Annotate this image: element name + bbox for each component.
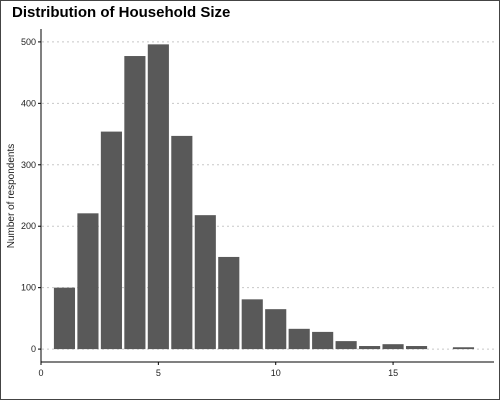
bar (218, 256, 240, 350)
chart-title: Distribution of Household Size (12, 4, 231, 21)
y-axis-title: Number of respondents (6, 144, 17, 249)
bar (452, 347, 475, 350)
bar (171, 135, 193, 350)
y-tick-label: 0 (31, 344, 36, 354)
y-tick-label: 100 (21, 283, 36, 293)
bar (265, 309, 287, 350)
bar (382, 344, 404, 350)
y-tick-label: 400 (21, 98, 36, 108)
bars (53, 44, 475, 350)
bar (77, 213, 99, 350)
x-tick-label: 0 (38, 368, 43, 378)
axes (40, 29, 494, 363)
bar (312, 331, 334, 350)
bar (405, 346, 428, 350)
y-tick-label: 500 (21, 37, 36, 47)
bar (359, 346, 381, 350)
bar (194, 215, 216, 350)
y-tick-label: 300 (21, 160, 36, 170)
ticks: 0 100 200 300 400 500 0 5 10 15 (21, 37, 398, 378)
bar (53, 287, 76, 350)
bar (100, 131, 122, 350)
bar (147, 44, 169, 350)
bar (335, 341, 357, 350)
x-tick-label: 15 (388, 368, 398, 378)
bar (288, 328, 310, 350)
x-tick-label: 5 (156, 368, 161, 378)
x-tick-label: 10 (271, 368, 281, 378)
bar (241, 299, 263, 350)
bar (124, 56, 146, 350)
y-tick-label: 200 (21, 221, 36, 231)
